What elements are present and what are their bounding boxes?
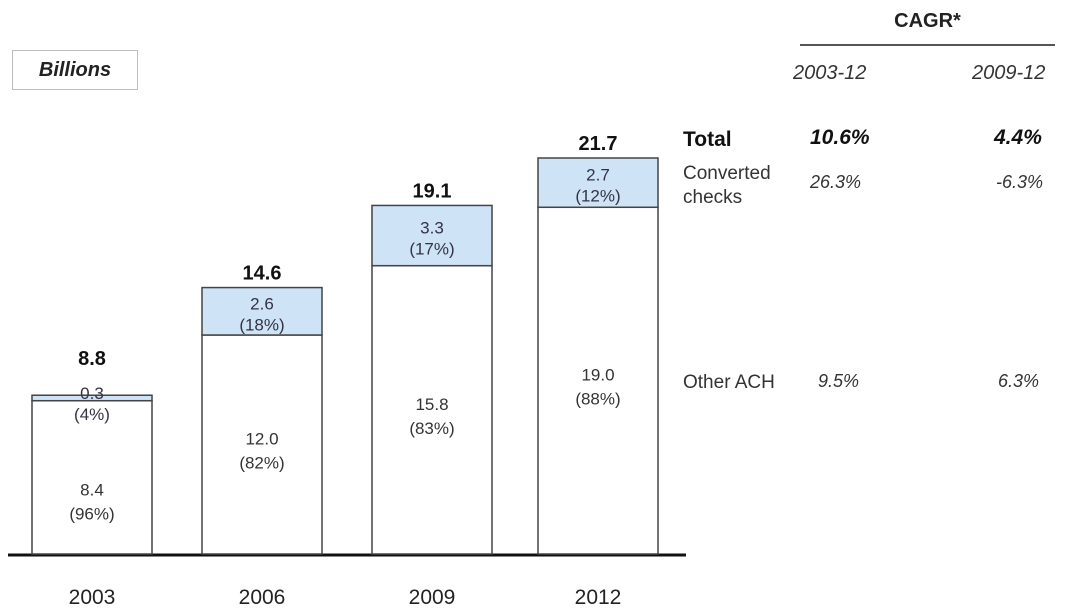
bar-other-ach-2003 <box>31 399 153 555</box>
label-other-value-2006: 12.0 <box>245 430 278 449</box>
label-converted-share-2003: (4%) <box>74 405 110 424</box>
cagr-title: CAGR* <box>894 10 961 32</box>
x-tick-2006: 2006 <box>239 586 286 609</box>
label-converted-value-2003: 0.3 <box>80 384 104 403</box>
bar-converted-checks-2009 <box>371 204 493 267</box>
bars-group: 0.3 (4%) 8.4 (96%) 8.8 2003 2.6 (18%) 12.0 (82%) 1… <box>31 133 659 609</box>
bar-converted-checks-2003 <box>31 394 153 402</box>
label-converted-value-2006: 2.6 <box>250 294 274 313</box>
label-converted-share-2012: (12%) <box>575 187 620 206</box>
cagr-period-2009-12: 2009-12 <box>972 62 1046 84</box>
cagr-divider <box>800 44 1055 46</box>
cagr-period-2003-12: 2003-12 <box>793 62 867 84</box>
unit-label: Billions <box>12 50 138 90</box>
label-other-share-2009: (83%) <box>409 419 454 438</box>
cagr-total-2003-12: 10.6% <box>810 126 870 149</box>
x-tick-2003: 2003 <box>69 586 116 609</box>
label-converted-value-2012: 2.7 <box>586 166 610 185</box>
label-total-2003: 8.8 <box>78 348 106 370</box>
cagr-row-label-converted-checks: Converted checks <box>683 163 771 208</box>
label-total-2012: 21.7 <box>579 133 618 155</box>
cagr-row-label-other-ach: Other ACH <box>683 372 775 393</box>
label-total-2006: 14.6 <box>243 263 282 285</box>
cagr-converted-2003-12: 26.3% <box>810 172 862 192</box>
bar-converted-checks-2006 <box>201 286 323 336</box>
label-other-value-2012: 19.0 <box>581 366 614 385</box>
cagr-other-2003-12: 9.5% <box>818 371 860 391</box>
cagr-total-2009-12: 4.4% <box>994 126 1042 149</box>
x-tick-2009: 2009 <box>409 586 456 609</box>
cagr-converted-2009-12: -6.3% <box>996 172 1044 192</box>
cagr-other-2009-12: 6.3% <box>998 371 1040 391</box>
bar-other-ach-2009 <box>371 264 493 555</box>
label-converted-share-2006: (18%) <box>239 315 284 334</box>
x-tick-2012: 2012 <box>575 586 622 609</box>
label-converted-share-2009: (17%) <box>409 240 454 259</box>
label-total-2009: 19.1 <box>413 180 452 202</box>
label-other-share-2003: (96%) <box>69 504 114 523</box>
label-other-share-2012: (88%) <box>575 390 620 409</box>
label-converted-value-2009: 3.3 <box>420 219 444 238</box>
label-other-share-2006: (82%) <box>239 454 284 473</box>
label-other-value-2009: 15.8 <box>415 395 448 414</box>
bar-other-ach-2006 <box>201 334 323 555</box>
bar-other-ach-2012 <box>537 206 659 555</box>
bar-converted-checks-2012 <box>537 157 659 209</box>
label-other-value-2003: 8.4 <box>80 480 104 499</box>
cagr-row-label-total: Total <box>683 128 732 151</box>
